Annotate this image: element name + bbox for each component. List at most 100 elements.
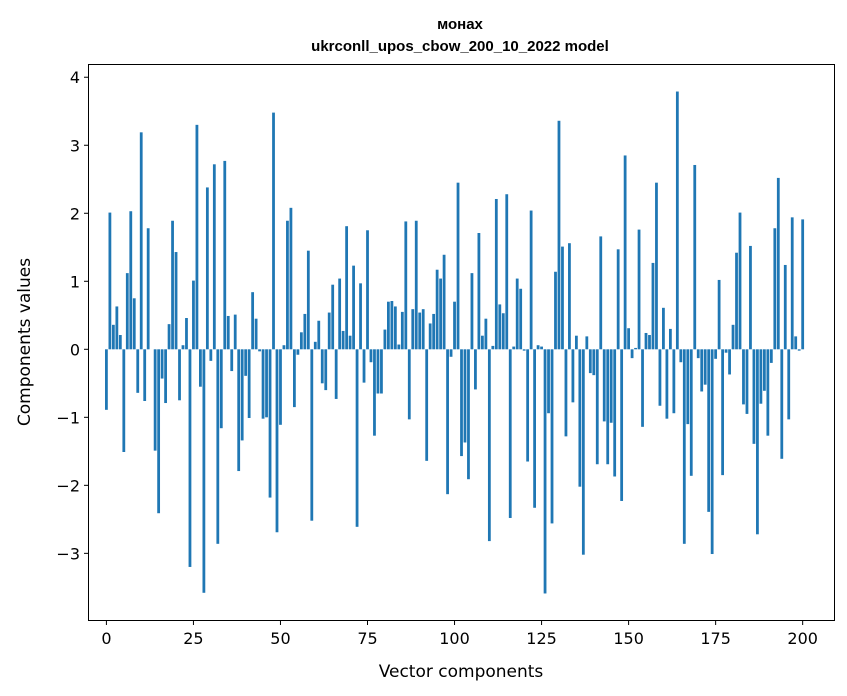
bar-81	[387, 301, 390, 350]
bar-178	[724, 349, 728, 353]
bar-153	[637, 229, 641, 350]
bar-68	[341, 330, 345, 350]
bar-3	[115, 306, 119, 350]
bar-53	[289, 207, 293, 350]
bar-29	[205, 187, 209, 350]
bar-15	[157, 349, 161, 514]
bar-122	[529, 210, 533, 350]
x-tick-label-50: 50	[270, 629, 290, 648]
bar-154	[641, 349, 644, 427]
bar-127	[547, 349, 550, 414]
bar-114	[501, 313, 505, 350]
bar-128	[550, 349, 554, 524]
bar-76	[369, 349, 373, 363]
bar-37	[233, 314, 237, 350]
bar-105	[470, 273, 474, 350]
bar-2	[111, 324, 115, 350]
bar-59	[310, 349, 314, 521]
y-tick-label-0: 0	[70, 340, 80, 359]
bar-113	[498, 304, 502, 350]
bar-155	[644, 332, 648, 350]
bar-78	[376, 349, 380, 394]
x-axis: 0 25 50 75 100 125 150 175 200	[101, 620, 818, 648]
bar-172	[703, 349, 707, 385]
bar-9	[136, 349, 140, 393]
bar-136	[578, 349, 582, 487]
y-tick-label--2: −2	[56, 476, 80, 495]
y-tick-label-4: 4	[70, 68, 80, 87]
bar-7	[129, 211, 133, 350]
bar-121	[526, 349, 530, 462]
bar-150	[627, 328, 630, 350]
bar-91	[421, 309, 425, 350]
bar-73	[359, 283, 362, 350]
x-tick-label-25: 25	[183, 629, 203, 648]
y-tick-label--1: −1	[56, 408, 80, 427]
bar-125	[540, 346, 543, 350]
bar-187	[756, 349, 759, 535]
bar-182	[738, 212, 742, 350]
bar-134	[571, 349, 575, 403]
bar-163	[672, 349, 676, 414]
bar-21	[178, 349, 181, 401]
bar-42	[251, 292, 255, 350]
bar-98	[446, 349, 449, 495]
bar-96	[439, 278, 443, 350]
bar-77	[373, 349, 376, 436]
x-tick-label-125: 125	[526, 629, 557, 648]
bar-181	[735, 252, 738, 350]
bar-110	[487, 349, 491, 542]
bar-45	[261, 349, 265, 419]
bar-47	[268, 349, 272, 498]
bar-147	[616, 249, 620, 350]
bar-54	[293, 349, 296, 408]
bar-5	[122, 349, 126, 452]
bar-75	[366, 230, 369, 350]
bar-40	[244, 349, 248, 376]
bar-20	[174, 252, 178, 350]
chart-title-line2: ukrconll_upos_cbow_200_10_2022 model	[311, 38, 609, 55]
bar-189	[762, 349, 766, 391]
bar-86	[404, 221, 408, 350]
bar-32	[216, 349, 220, 544]
bar-157	[651, 262, 655, 350]
bar-87	[407, 349, 411, 420]
bar-158	[655, 182, 658, 350]
bar-101	[456, 182, 460, 350]
bar-143	[602, 349, 606, 422]
bar-69	[345, 226, 349, 350]
bar-6	[125, 273, 129, 350]
bar-195	[783, 264, 787, 350]
bar-130	[557, 120, 561, 350]
bar-115	[505, 194, 509, 350]
bar-131	[561, 246, 564, 350]
bar-148	[620, 349, 624, 501]
x-tick-label-200: 200	[787, 629, 818, 648]
bar-90	[418, 312, 422, 350]
bar-88	[411, 309, 415, 350]
bar-165	[679, 349, 683, 363]
bar-119	[519, 288, 523, 350]
bar-84	[397, 344, 401, 350]
bar-4	[118, 335, 122, 350]
bar-66	[334, 349, 338, 399]
bar-169	[693, 164, 697, 350]
bar-188	[759, 349, 763, 404]
bar-175	[714, 349, 718, 359]
bar-39	[240, 349, 244, 441]
bar-179	[728, 349, 731, 375]
bar-36	[230, 349, 234, 372]
bar-14	[153, 349, 157, 451]
bar-56	[299, 332, 303, 350]
bar-10	[139, 132, 143, 350]
bar-132	[564, 349, 568, 437]
bar-135	[574, 335, 578, 350]
bar-58	[306, 250, 310, 350]
bar-100	[453, 301, 456, 350]
bar-74	[362, 349, 366, 383]
bar-28	[202, 349, 206, 593]
bar-30	[209, 349, 213, 361]
bar-48	[272, 112, 275, 350]
bar-177	[721, 349, 724, 476]
